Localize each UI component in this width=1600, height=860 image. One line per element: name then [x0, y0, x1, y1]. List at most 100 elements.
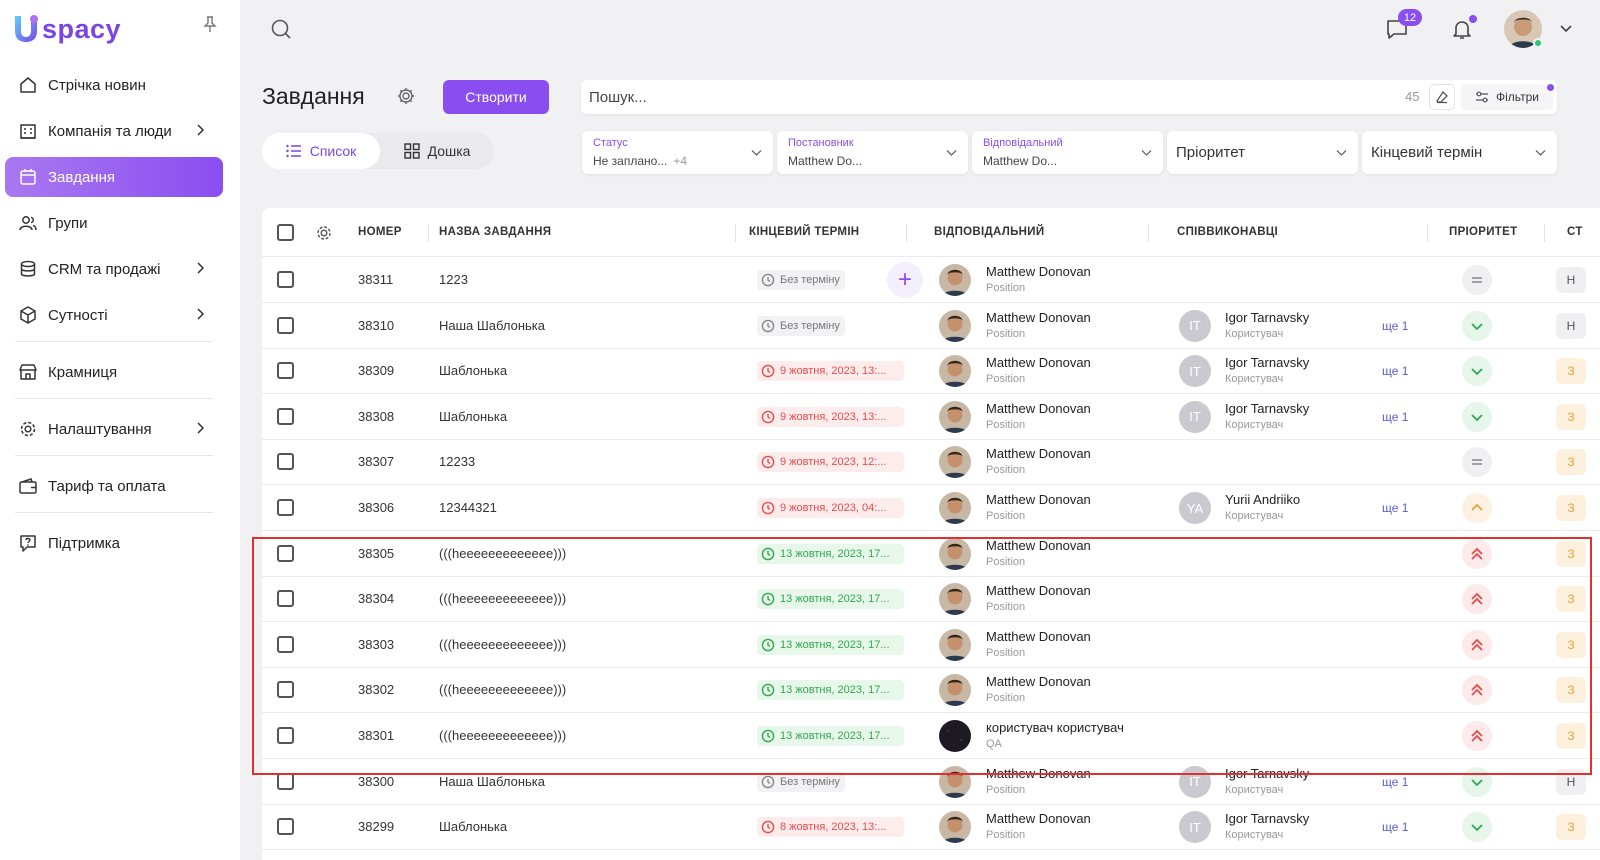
assignee-name[interactable]: користувач користувач — [986, 720, 1124, 735]
priority-normal-icon[interactable] — [1462, 265, 1492, 295]
assignee-name[interactable]: Matthew Donovan — [986, 537, 1091, 553]
sidebar-item-5[interactable]: Сутності — [5, 295, 223, 335]
deadline-chip[interactable]: Без терміну — [757, 315, 845, 336]
status-filter[interactable]: Статус Не заплано... +4 — [582, 131, 773, 174]
search-input[interactable] — [589, 80, 1349, 114]
table-row[interactable]: 38308 Шаблонька 9 жовтня, 2023, 13:... Matt… — [262, 394, 1600, 440]
row-checkbox[interactable] — [277, 590, 294, 608]
status-chip[interactable]: З — [1556, 586, 1586, 613]
assignee-name[interactable]: Matthew Donovan — [986, 492, 1091, 507]
task-name[interactable]: (((heeeeeeeeeeeee))) — [439, 682, 567, 698]
table-row[interactable]: 38304 (((heeeeeeeeeeeee))) 13 жовтня, 2023… — [262, 576, 1600, 623]
priority-high-icon[interactable] — [1462, 629, 1492, 660]
deadline-chip[interactable]: 9 жовтня, 2023, 13:... — [757, 406, 904, 427]
row-checkbox[interactable] — [277, 818, 294, 836]
priority-low-icon[interactable] — [1462, 766, 1492, 797]
row-checkbox[interactable] — [277, 316, 294, 334]
task-name[interactable]: (((heeeeeeeeeeeee))) — [439, 545, 567, 561]
filters-button[interactable]: Фільтри — [1461, 84, 1553, 110]
status-chip[interactable]: Н — [1556, 768, 1586, 795]
table-row[interactable]: 38307 12233 9 жовтня, 2023, 12:... Matthew … — [262, 439, 1600, 486]
deadline-chip[interactable]: 8 жовтня, 2023, 13:... — [757, 817, 904, 838]
row-checkbox[interactable] — [277, 499, 294, 516]
deadline-filter[interactable]: Кінцевий термін — [1362, 131, 1557, 174]
sidebar-item-2[interactable]: Завдання — [5, 157, 223, 197]
row-checkbox[interactable] — [277, 271, 294, 288]
sidebar-item-4[interactable]: CRM та продажі — [5, 249, 223, 289]
more-coexecutors-link[interactable]: ще 1 — [1382, 409, 1409, 424]
coexecutor-name[interactable]: Igor Tarnavsky — [1225, 355, 1310, 371]
status-chip[interactable]: З — [1556, 723, 1586, 749]
task-name[interactable]: (((heeeeeeeeeeeee))) — [439, 728, 567, 743]
table-row[interactable]: 38303 (((heeeeeeeeeeeee))) 13 жовтня, 2023… — [262, 622, 1600, 668]
task-name[interactable]: 12233 — [439, 454, 476, 470]
priority-low-icon[interactable] — [1462, 401, 1492, 432]
status-chip[interactable]: З — [1556, 814, 1586, 841]
task-name[interactable]: Шаблонька — [439, 819, 508, 835]
row-checkbox[interactable] — [277, 407, 294, 425]
task-name[interactable]: Шаблонька — [439, 363, 508, 379]
chevron-down-icon[interactable] — [1558, 20, 1574, 36]
deadline-chip[interactable]: 9 жовтня, 2023, 04:... — [757, 498, 904, 518]
create-task-button[interactable]: Створити — [443, 80, 549, 114]
status-chip[interactable]: З — [1556, 631, 1586, 658]
column-settings-icon[interactable] — [314, 223, 334, 243]
status-chip[interactable]: З — [1556, 495, 1586, 521]
col-number[interactable]: НОМЕР — [358, 226, 402, 238]
deadline-chip[interactable]: 13 жовтня, 2023, 17... — [757, 634, 904, 655]
deadline-chip[interactable]: 9 жовтня, 2023, 13:... — [757, 361, 904, 382]
bell-icon[interactable] — [1450, 17, 1474, 41]
gear-icon[interactable] — [396, 86, 416, 106]
sidebar-item-9[interactable]: Підтримка — [5, 523, 223, 563]
priority-high-icon[interactable] — [1462, 584, 1492, 615]
row-checkbox[interactable] — [277, 544, 294, 562]
status-chip[interactable]: З — [1556, 358, 1586, 385]
task-name[interactable]: 12344321 — [439, 500, 497, 515]
creator-filter[interactable]: Постановник Matthew Do... — [777, 131, 968, 174]
status-chip[interactable]: Н — [1556, 267, 1586, 293]
task-name[interactable]: (((heeeeeeeeeeeee))) — [439, 636, 567, 652]
pin-icon[interactable] — [200, 14, 220, 34]
priority-filter[interactable]: Пріоритет — [1167, 131, 1358, 174]
deadline-chip[interactable]: Без терміну — [757, 270, 845, 290]
col-assignee[interactable]: ВІДПОВІДАЛЬНИЙ — [934, 226, 1045, 238]
sidebar-item-6[interactable]: Крамниця — [5, 352, 223, 392]
task-name[interactable]: (((heeeeeeeeeeeee))) — [439, 591, 567, 607]
priority-high-icon[interactable] — [1462, 538, 1492, 569]
logo[interactable]: spacy — [12, 12, 121, 46]
assignee-name[interactable]: Matthew Donovan — [986, 309, 1091, 325]
priority-normal-icon[interactable] — [1462, 447, 1492, 478]
more-coexecutors-link[interactable]: ще 1 — [1382, 318, 1409, 333]
deadline-chip[interactable]: 9 жовтня, 2023, 12:... — [757, 452, 904, 473]
assignee-name[interactable]: Matthew Donovan — [986, 628, 1091, 644]
sidebar-item-7[interactable]: Налаштування — [5, 409, 223, 449]
col-deadline[interactable]: КІНЦЕВИЙ ТЕРМІН — [749, 226, 860, 238]
coexecutor-name[interactable]: Yurii Andriiko — [1225, 492, 1301, 507]
task-name[interactable]: Наша Шаблонька — [439, 317, 546, 333]
status-chip[interactable]: З — [1556, 403, 1586, 430]
table-row[interactable]: 38300 Наша Шаблонька Без терміну Matthew Do… — [262, 759, 1600, 805]
sidebar-item-0[interactable]: Стрічка новин — [5, 65, 223, 105]
table-row[interactable]: 38302 (((heeeeeeeeeeeee))) 13 жовтня, 2023… — [262, 667, 1600, 714]
sidebar-item-3[interactable]: Групи — [5, 203, 223, 243]
tab-list-view[interactable]: Список — [262, 133, 380, 169]
priority-low-icon[interactable] — [1462, 812, 1492, 843]
assignee-name[interactable]: Matthew Donovan — [986, 583, 1091, 599]
col-name[interactable]: НАЗВА ЗАВДАННЯ — [439, 226, 552, 238]
status-chip[interactable]: Н — [1556, 312, 1586, 339]
more-coexecutors-link[interactable]: ще 1 — [1382, 501, 1409, 515]
deadline-chip[interactable]: Без терміну — [757, 771, 845, 792]
deadline-chip[interactable]: 13 жовтня, 2023, 17... — [757, 680, 904, 701]
table-row[interactable]: 38299 Шаблонька 8 жовтня, 2023, 13:... Matt… — [262, 804, 1600, 851]
priority-high-icon[interactable] — [1462, 675, 1492, 706]
row-checkbox[interactable] — [277, 362, 294, 380]
row-checkbox[interactable] — [277, 453, 294, 471]
row-checkbox[interactable] — [277, 772, 294, 790]
col-status[interactable]: СТ — [1567, 226, 1583, 238]
task-name[interactable]: Наша Шаблонька — [439, 773, 546, 789]
row-checkbox[interactable] — [277, 681, 294, 699]
coexecutor-name[interactable]: Igor Tarnavsky — [1225, 400, 1310, 416]
row-checkbox[interactable] — [277, 635, 294, 653]
priority-low-icon[interactable] — [1462, 310, 1492, 341]
assignee-name[interactable]: Matthew Donovan — [986, 765, 1091, 781]
